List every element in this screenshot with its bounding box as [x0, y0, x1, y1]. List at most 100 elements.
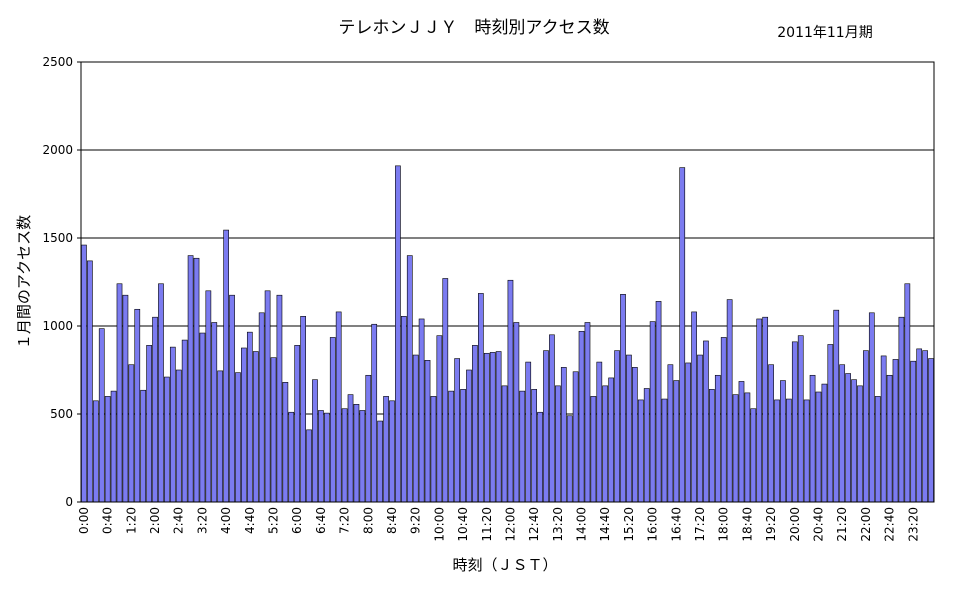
bar	[857, 385, 863, 503]
bar	[809, 374, 816, 503]
bar	[762, 316, 769, 503]
bar	[252, 351, 259, 503]
chart-period: 2011年11月期	[777, 25, 872, 41]
bar	[98, 328, 105, 503]
bar	[774, 399, 780, 503]
x-tick-label: 18:40	[740, 507, 754, 542]
bar	[430, 396, 437, 503]
bar	[549, 334, 555, 503]
bar	[643, 388, 650, 503]
bar	[821, 383, 828, 503]
bar	[389, 400, 395, 503]
bar	[602, 385, 609, 503]
bar	[537, 411, 543, 503]
bar	[679, 167, 686, 503]
bar	[501, 385, 508, 503]
bar	[175, 369, 182, 503]
x-tick-label: 21:20	[835, 507, 849, 542]
bar	[697, 354, 703, 503]
bar	[554, 385, 561, 503]
y-tick-label: 1500	[42, 231, 73, 245]
gridlines	[81, 149, 934, 415]
bars	[81, 165, 934, 503]
plot-area	[80, 61, 935, 503]
x-tick-label: 7:20	[338, 507, 352, 534]
x-tick-label: 6:00	[290, 507, 304, 534]
bar	[164, 376, 170, 503]
x-tick-label: 1:20	[124, 507, 138, 534]
bar	[560, 367, 567, 503]
bar	[146, 345, 152, 503]
bar	[306, 429, 312, 503]
bar	[608, 377, 615, 503]
bar	[590, 396, 597, 503]
x-axis-title: 時刻（ＪＳＴ）	[452, 556, 557, 574]
bar	[365, 374, 372, 503]
x-tick-label: 23:20	[906, 507, 920, 542]
x-tick-label: 4:00	[219, 507, 233, 534]
bar	[448, 390, 455, 503]
bar	[400, 316, 407, 503]
x-tick-label: 22:40	[883, 507, 897, 542]
bar	[637, 399, 644, 503]
x-tick-label: 0:40	[101, 507, 115, 534]
bar	[294, 345, 301, 503]
x-tick-label: 16:00	[646, 507, 660, 542]
x-tick-label: 3:20	[195, 507, 209, 534]
bar	[371, 323, 378, 503]
bar	[318, 410, 324, 503]
bar	[738, 381, 745, 503]
bar	[152, 316, 158, 503]
x-tick-label: 13:20	[551, 507, 565, 542]
bar	[223, 229, 229, 503]
bar	[874, 396, 881, 503]
bar	[217, 370, 224, 503]
bar	[833, 309, 840, 503]
bar	[714, 374, 721, 503]
bar	[128, 364, 135, 503]
bar	[839, 364, 846, 503]
x-tick-label: 4:40	[243, 507, 257, 534]
bar	[229, 294, 235, 503]
bar	[181, 339, 188, 503]
x-tick-label: 8:00	[361, 507, 375, 534]
bar	[442, 278, 449, 503]
bar	[276, 294, 283, 503]
y-tick-label: 0	[65, 495, 73, 509]
bar	[359, 410, 366, 503]
bar	[525, 361, 532, 503]
bar	[898, 316, 905, 503]
bar	[92, 400, 99, 503]
bar	[270, 357, 277, 503]
bar	[691, 311, 697, 503]
bar	[329, 337, 336, 503]
y-axis-ticks: 0 500 1000 1500 2000 2500	[42, 55, 81, 509]
bar	[377, 420, 383, 503]
x-tick-label: 12:40	[527, 507, 541, 542]
bar	[300, 316, 306, 503]
bar	[205, 290, 212, 503]
bar	[347, 394, 354, 503]
x-axis-ticks: 0:00 0:40 1:20 2:00 2:40 3:20 4:00 4:40 5:20 6:00…	[77, 507, 920, 542]
y-tick-label: 2500	[42, 55, 73, 69]
bar	[134, 308, 141, 503]
bar	[614, 350, 620, 503]
bar	[845, 373, 851, 503]
bar	[140, 389, 147, 503]
bar	[709, 389, 715, 503]
bar	[383, 396, 389, 503]
bar	[928, 358, 934, 503]
bar	[863, 350, 869, 503]
bar	[288, 411, 295, 503]
x-tick-label: 10:00	[432, 507, 446, 542]
bar	[353, 404, 360, 503]
y-axis-title: １月間のアクセス数	[15, 215, 33, 349]
bar	[786, 398, 792, 503]
bar	[797, 335, 804, 503]
bar	[406, 255, 413, 503]
x-tick-label: 6:40	[314, 507, 328, 534]
bar	[246, 331, 253, 503]
x-tick-label: 20:00	[788, 507, 802, 542]
y-tick-label: 2000	[42, 143, 73, 157]
bar	[685, 362, 692, 503]
